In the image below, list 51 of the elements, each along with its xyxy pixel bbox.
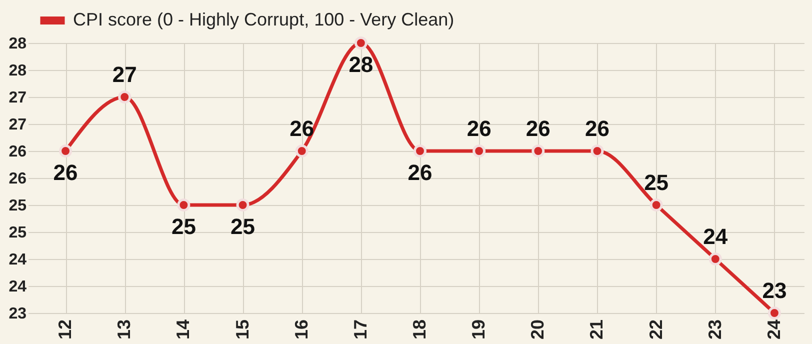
point [295,144,308,158]
point [590,144,604,158]
y-tick-label: 27 [8,90,27,106]
data-label: 26 [466,116,492,141]
y-tick-label: 23 [8,306,27,322]
data-label: 26 [584,116,610,141]
x-tick-label: 24 [764,320,784,340]
y-tick-label: 28 [8,36,27,52]
y-tick-label: 24 [8,252,27,268]
x-tick-label: 19 [468,320,489,340]
point [177,198,190,212]
point [708,252,722,266]
point [354,36,368,50]
data-label: 25 [171,214,196,239]
point [59,144,72,158]
x-tick-label: 18 [410,320,430,340]
y-tick-label: 26 [8,170,27,188]
point [414,144,426,158]
y-tick-label: 28 [8,62,27,80]
y-tick-label: 24 [8,278,27,296]
x-tick-label: 16 [291,320,312,340]
data-label: 26 [53,160,78,185]
data-label: 26 [526,116,550,141]
y-tick-label: 25 [8,198,27,214]
x-tick-label: 21 [586,320,607,340]
point [650,198,663,212]
legend-label: CPI score (0 - Highly Corrupt, 100 - Very Clean) [73,10,454,30]
point [768,306,781,320]
y-tick-label: 25 [8,224,27,242]
x-tick-label: 20 [528,320,548,340]
data-label: 25 [644,170,669,195]
x-tick-label: 12 [55,320,76,340]
data-label: 28 [348,52,374,77]
x-tick-label: 14 [173,320,194,340]
point [532,144,545,158]
x-tick-label: 17 [350,320,370,340]
data-label: 23 [762,278,787,303]
data-label: 24 [703,224,728,249]
point [472,144,486,158]
x-tick-label: 13 [114,320,134,340]
data-label: 26 [408,160,432,185]
data-label: 26 [290,116,314,141]
point [236,198,250,212]
x-tick-label: 22 [646,320,666,340]
data-label: 27 [112,62,137,87]
y-tick-label: 26 [8,144,27,160]
data-label: 25 [230,214,256,239]
x-tick-label: 15 [232,320,252,340]
x-tick-label: 23 [704,320,725,340]
y-tick-label: 27 [8,116,27,134]
point [118,90,132,104]
